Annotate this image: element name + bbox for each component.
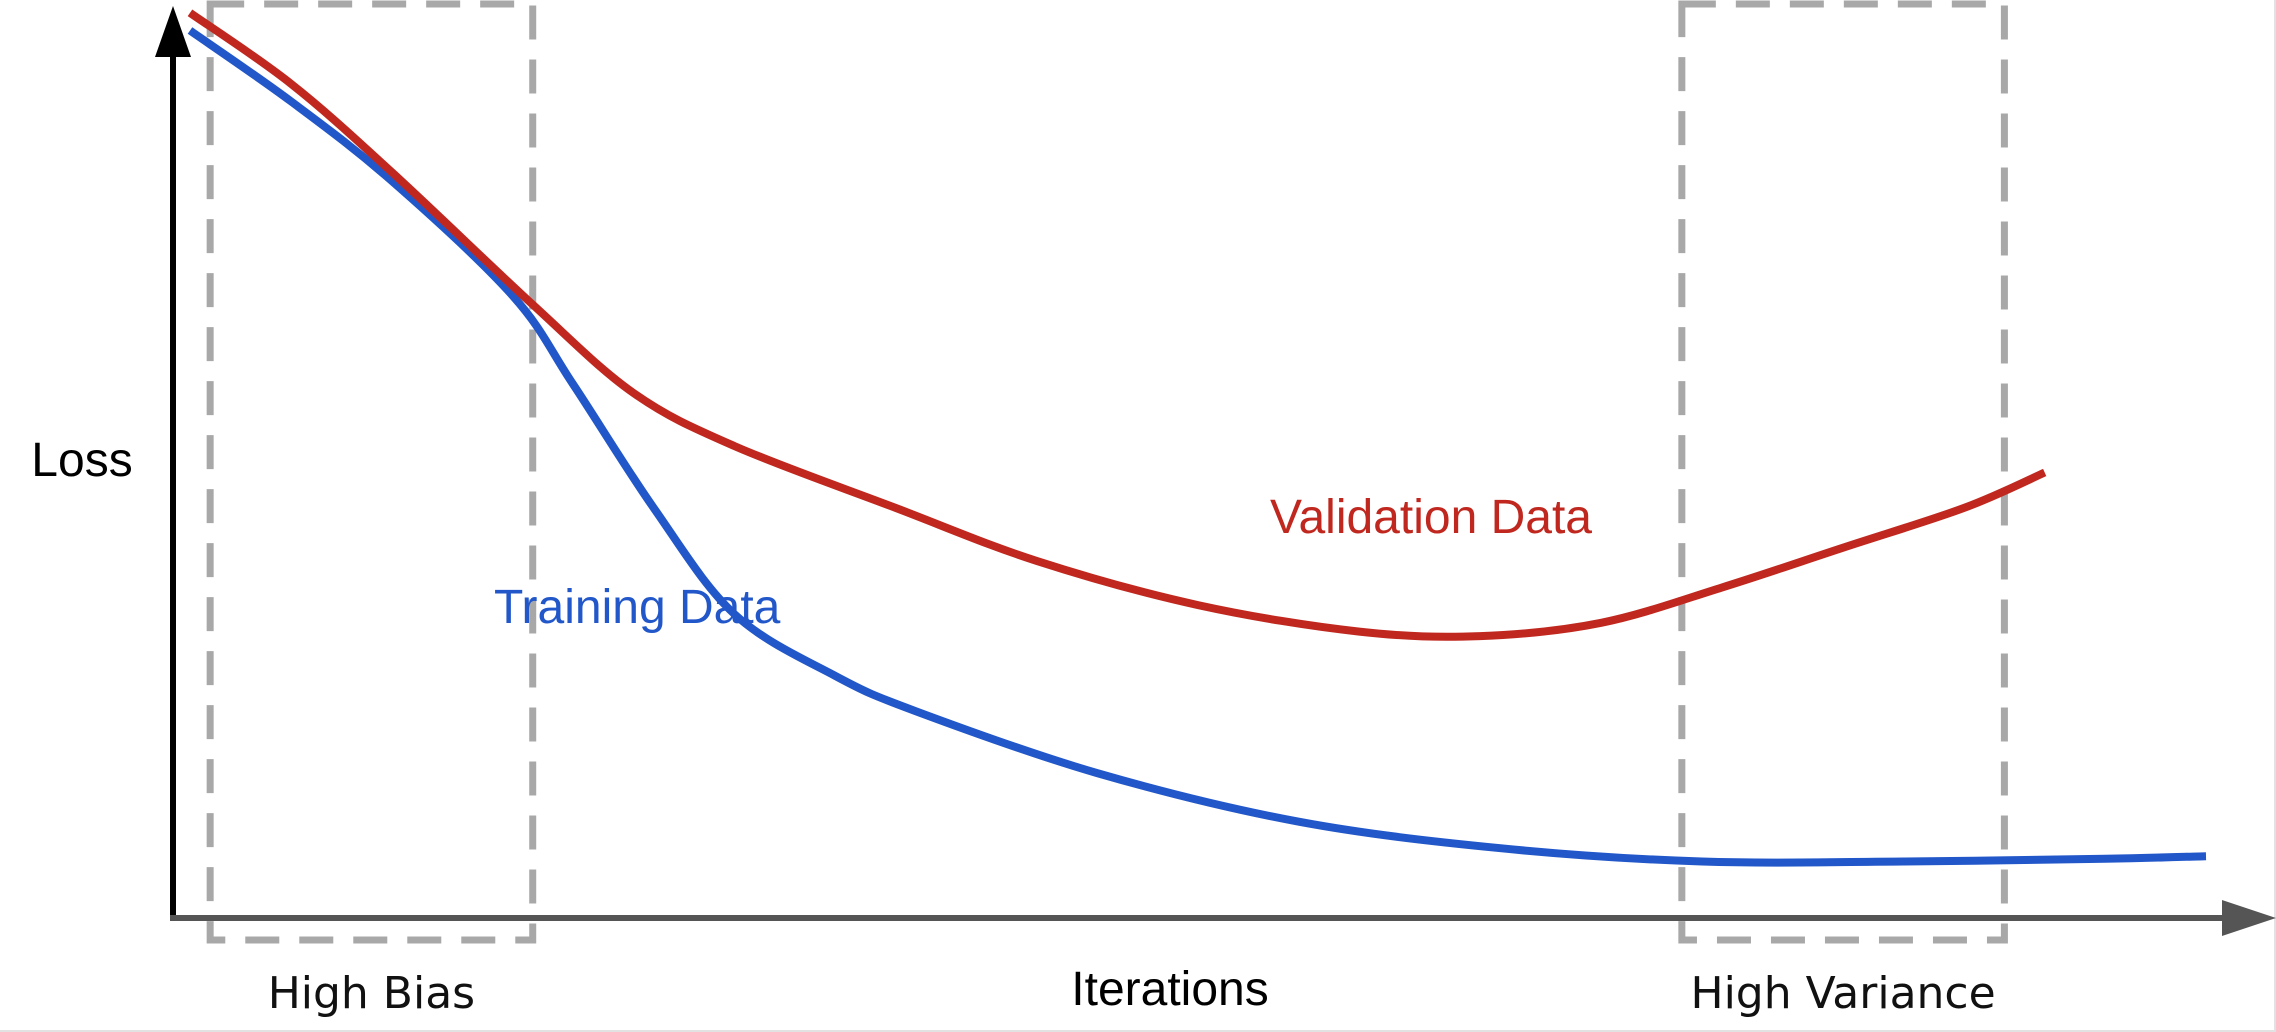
- x-axis-arrow: [2222, 900, 2276, 936]
- region-box-high-variance: [1678, 0, 2008, 944]
- series-layer: [187, 9, 2207, 867]
- series-line-training: [187, 27, 2207, 867]
- region-box-high-bias: [206, 0, 537, 944]
- region-label-high-bias: High Bias: [268, 968, 475, 1019]
- series-label-validation: Validation Data: [1270, 491, 1592, 544]
- y-axis-arrow: [155, 6, 191, 57]
- x-axis-label: Iterations: [1071, 963, 1268, 1016]
- y-axis-label: Loss: [31, 434, 132, 487]
- series-line-validation: [187, 9, 2047, 641]
- regions-layer: [206, 0, 2008, 944]
- region-label-high-variance: High Variance: [1691, 968, 1996, 1019]
- series-label-training: Training Data: [494, 581, 781, 634]
- axes: [155, 6, 2276, 936]
